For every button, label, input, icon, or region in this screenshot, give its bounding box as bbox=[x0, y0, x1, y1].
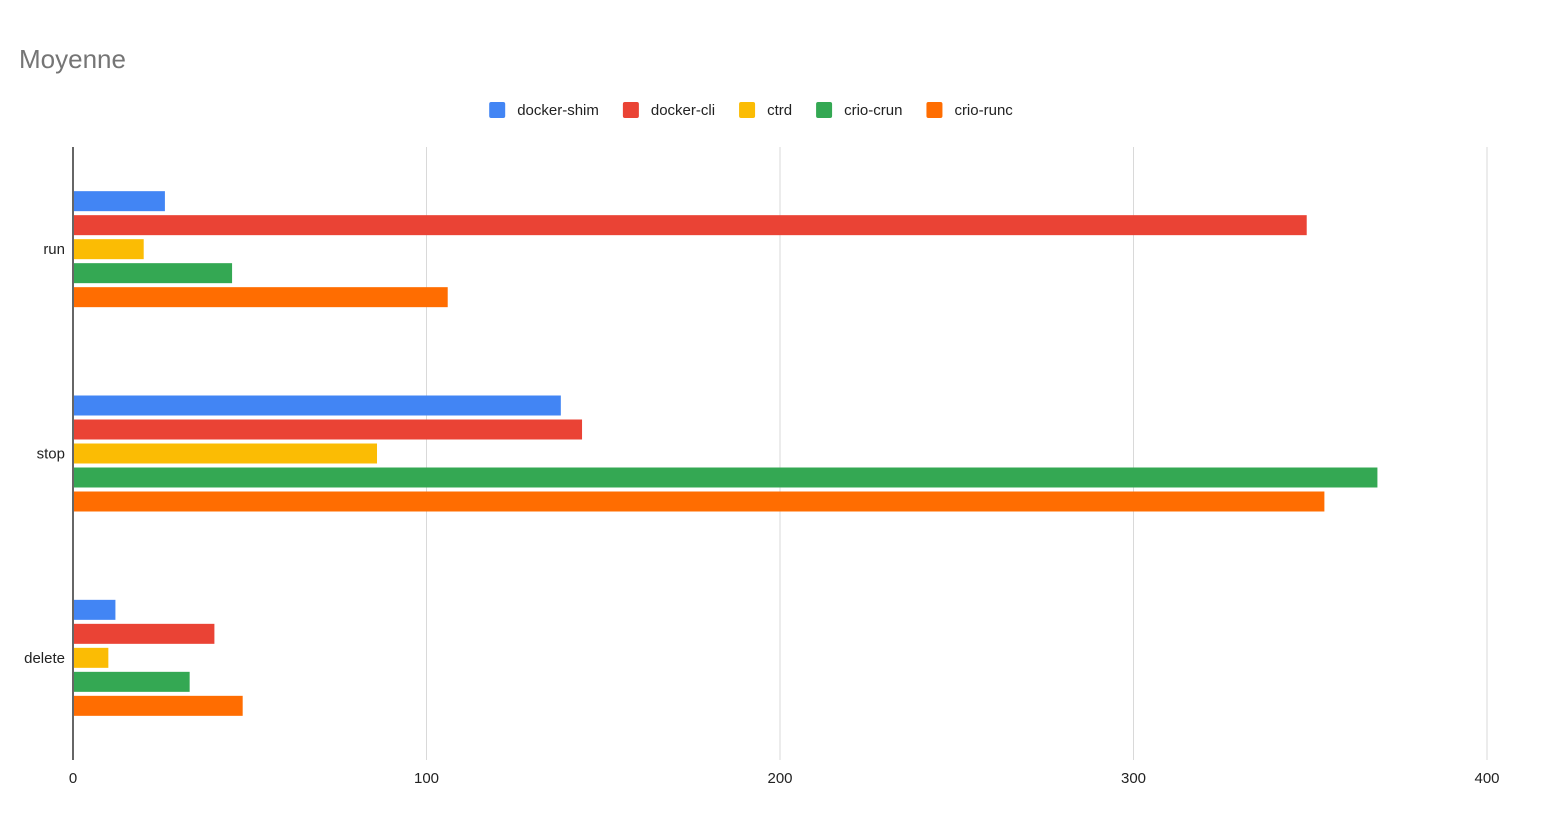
bar-docker-shim-delete bbox=[74, 599, 116, 620]
x-tick-label: 200 bbox=[767, 770, 792, 787]
legend-label-docker-cli: docker-cli bbox=[651, 102, 715, 119]
bar-ctrd-run bbox=[74, 239, 144, 260]
bar-crio-runc-delete bbox=[74, 695, 243, 716]
x-axis-ticks: 0 100 200 300 400 bbox=[69, 770, 1500, 787]
legend-label-crio-crun: crio-crun bbox=[844, 102, 902, 119]
chart-title: Moyenne bbox=[19, 44, 126, 74]
legend-swatch-ctrd bbox=[739, 102, 756, 118]
gridlines bbox=[426, 147, 1488, 760]
category-labels: run stop delete bbox=[24, 241, 65, 667]
bar-crio-crun-run bbox=[74, 263, 233, 284]
bar-crio-crun-delete bbox=[74, 671, 190, 692]
legend: docker-shim docker-cli ctrd crio-crun crio-r… bbox=[489, 102, 1013, 119]
bar-ctrd-stop bbox=[74, 443, 378, 464]
bar-crio-runc-stop bbox=[74, 491, 1325, 512]
x-tick-label: 300 bbox=[1121, 770, 1146, 787]
bar-docker-shim-stop bbox=[74, 395, 561, 416]
bar-crio-runc-run bbox=[74, 287, 448, 308]
x-tick-label: 400 bbox=[1474, 770, 1499, 787]
legend-swatch-docker-cli bbox=[622, 102, 639, 118]
category-label-run: run bbox=[43, 241, 65, 258]
x-tick-label: 0 bbox=[69, 770, 77, 787]
bar-docker-shim-run bbox=[74, 191, 165, 212]
x-tick-label: 100 bbox=[414, 770, 439, 787]
bars bbox=[74, 191, 1378, 716]
legend-label-crio-runc: crio-runc bbox=[954, 102, 1013, 119]
legend-swatch-crio-crun bbox=[816, 102, 833, 118]
bar-crio-crun-stop bbox=[74, 467, 1378, 488]
category-label-stop: stop bbox=[37, 446, 65, 463]
legend-label-docker-shim: docker-shim bbox=[517, 102, 599, 119]
bar-docker-cli-delete bbox=[74, 623, 215, 644]
bar-docker-cli-stop bbox=[74, 419, 583, 440]
bar-ctrd-delete bbox=[74, 647, 109, 668]
legend-label-ctrd: ctrd bbox=[767, 102, 792, 119]
legend-swatch-docker-shim bbox=[489, 102, 506, 118]
legend-swatch-crio-runc bbox=[926, 102, 943, 118]
bar-docker-cli-run bbox=[74, 215, 1307, 236]
category-label-delete: delete bbox=[24, 650, 65, 667]
